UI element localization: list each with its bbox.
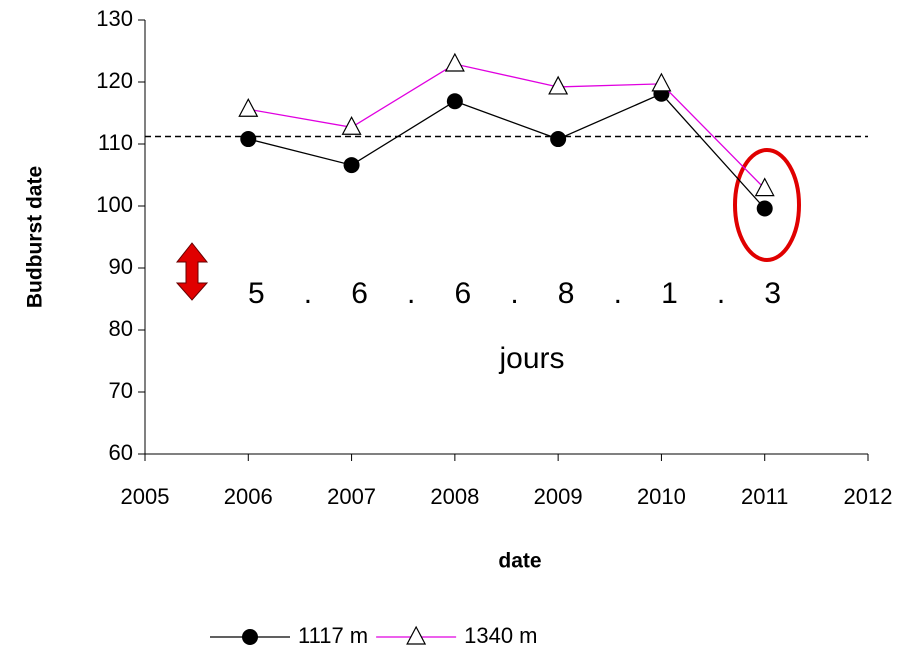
- marker: [343, 157, 360, 174]
- y-tick-label: 60: [109, 440, 133, 465]
- marker: [240, 131, 257, 148]
- series-line: [248, 92, 766, 209]
- x-tick-label: 2005: [121, 484, 170, 509]
- separator: .: [614, 277, 622, 310]
- separator: .: [717, 277, 725, 310]
- double-arrow: [175, 242, 209, 301]
- marker: [238, 97, 259, 117]
- difference-label: 1: [661, 277, 678, 310]
- difference-label: 8: [558, 277, 575, 310]
- marker: [446, 93, 463, 110]
- marker: [550, 131, 567, 148]
- difference-label: 6: [351, 277, 368, 310]
- marker: [754, 177, 775, 197]
- y-tick-label: 110: [98, 130, 133, 155]
- y-tick-label: 120: [96, 68, 133, 93]
- annotation: jours: [498, 342, 564, 375]
- separator: .: [304, 277, 312, 310]
- y-tick-label: 130: [96, 6, 133, 31]
- x-axis-label: date: [498, 550, 541, 573]
- legend-label: 1117 m: [298, 623, 368, 648]
- x-tick-label: 2008: [430, 484, 479, 509]
- x-tick-label: 2010: [637, 484, 686, 509]
- marker: [756, 200, 773, 217]
- x-tick-label: 2012: [844, 484, 893, 509]
- x-tick-label: 2007: [327, 484, 376, 509]
- x-tick-label: 2011: [741, 484, 788, 509]
- marker: [651, 72, 672, 92]
- marker: [548, 75, 569, 95]
- y-tick-label: 90: [109, 254, 133, 279]
- separator: .: [510, 277, 518, 310]
- difference-label: 3: [764, 277, 781, 310]
- separator: .: [407, 277, 415, 310]
- difference-label: 5: [248, 277, 265, 310]
- y-axis-label: Budburst date: [24, 166, 47, 308]
- difference-label: 6: [455, 277, 472, 310]
- series-line: [248, 63, 766, 190]
- legend-label: 1340 m: [464, 623, 537, 648]
- marker: [406, 625, 427, 645]
- highlight-ellipse: [733, 148, 801, 262]
- x-tick-label: 2009: [534, 484, 583, 509]
- y-tick-label: 80: [109, 316, 133, 341]
- arrow: [175, 242, 209, 301]
- x-tick-label: 2006: [224, 484, 273, 509]
- marker: [444, 52, 465, 72]
- marker: [341, 115, 362, 135]
- marker: [242, 629, 258, 645]
- y-tick-label: 70: [109, 378, 133, 403]
- y-tick-label: 100: [96, 192, 133, 217]
